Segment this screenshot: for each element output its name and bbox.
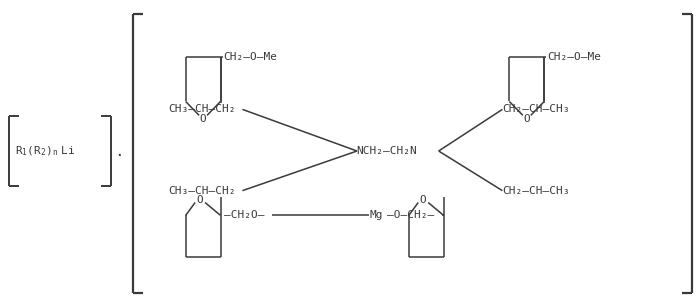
Text: O: O [420, 195, 426, 205]
Text: .: . [116, 142, 122, 160]
Text: Mg: Mg [370, 210, 384, 220]
Text: NCH₂–CH₂N: NCH₂–CH₂N [356, 146, 416, 156]
Text: $\mathregular{R_1(R_2)_n\ Li}$: $\mathregular{R_1(R_2)_n\ Li}$ [15, 144, 76, 158]
Text: CH₂–O–Me: CH₂–O–Me [547, 52, 601, 62]
Text: O: O [199, 114, 206, 124]
Text: –CH₂O–: –CH₂O– [223, 210, 264, 220]
Text: CH₂–O–Me: CH₂–O–Me [223, 52, 277, 62]
Text: –O–CH₂–: –O–CH₂– [387, 210, 434, 220]
Text: CH₂–CH–CH₃: CH₂–CH–CH₃ [503, 186, 570, 196]
Text: O: O [524, 114, 530, 124]
Text: O: O [197, 195, 204, 205]
Text: CH₃–CH–CH₂: CH₃–CH–CH₂ [169, 104, 236, 114]
Text: CH₂–CH–CH₃: CH₂–CH–CH₃ [503, 104, 570, 114]
Text: CH₃–CH–CH₂: CH₃–CH–CH₂ [169, 186, 236, 196]
